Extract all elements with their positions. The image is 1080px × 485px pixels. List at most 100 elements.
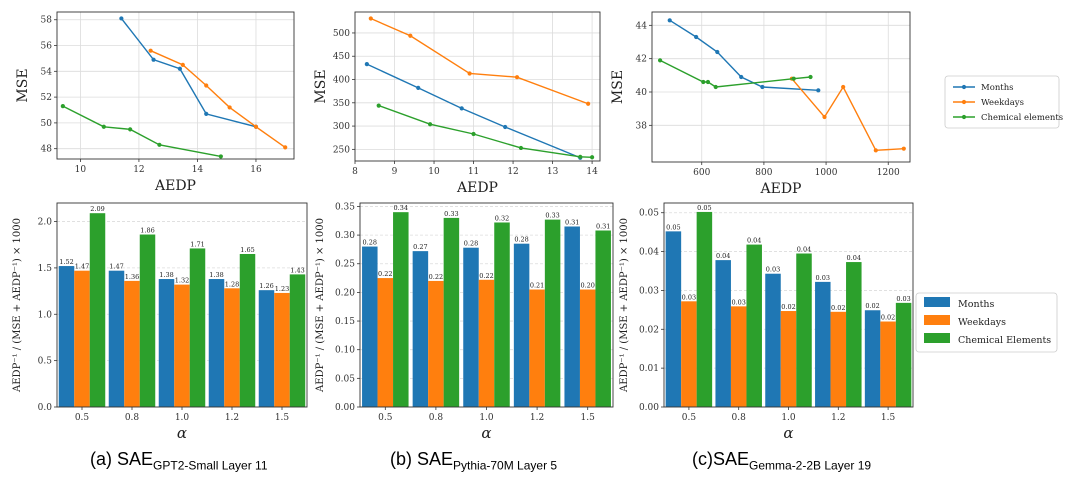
x-tick-label: 1200 bbox=[877, 168, 900, 178]
bar-value-label: 0.31 bbox=[596, 223, 610, 231]
y-tick-label: 52 bbox=[41, 93, 52, 103]
y-tick-label: 0.05 bbox=[335, 374, 355, 384]
bar-months bbox=[564, 226, 580, 407]
bar-value-label: 0.32 bbox=[495, 214, 509, 222]
bar-value-label: 1.52 bbox=[59, 258, 73, 266]
data-point bbox=[586, 101, 591, 106]
y-tick-label: 0.0 bbox=[38, 403, 53, 413]
bar-months bbox=[715, 260, 731, 407]
x-axis-label: α bbox=[177, 424, 187, 442]
bar-value-label: 0.05 bbox=[666, 223, 680, 231]
bar-chemical-elements bbox=[696, 211, 713, 407]
x-tick-label: 12 bbox=[133, 165, 144, 175]
caption-b: (b) SAEPythia-70M Layer 5 bbox=[390, 449, 558, 473]
bar-value-label: 0.05 bbox=[697, 204, 711, 212]
y-tick-label: 0.10 bbox=[335, 346, 355, 356]
data-point bbox=[667, 18, 672, 23]
x-tick-label: 1.2 bbox=[530, 413, 544, 423]
x-tick-label: 800 bbox=[755, 168, 772, 178]
bar-months bbox=[513, 243, 530, 407]
bar-value-label: 1.71 bbox=[190, 240, 204, 248]
axes-frame bbox=[56, 11, 295, 160]
data-point bbox=[657, 58, 663, 63]
caption-c: (c)SAEGemma-2-2B Layer 19 bbox=[692, 449, 872, 473]
data-point bbox=[503, 124, 508, 130]
x-tick-label: 13 bbox=[547, 167, 559, 177]
y-tick-label: 50 bbox=[41, 119, 53, 129]
data-point bbox=[713, 84, 718, 90]
bar-value-label: 0.04 bbox=[716, 252, 730, 260]
bar-legend-label: Weekdays bbox=[958, 317, 1006, 328]
y-tick-label: 0.20 bbox=[335, 288, 355, 298]
y-tick-label: 0.00 bbox=[335, 403, 355, 413]
series-line-months bbox=[120, 18, 257, 128]
x-tick-label: 14 bbox=[192, 165, 204, 175]
bar-value-label: 0.34 bbox=[394, 204, 408, 212]
x-tick-label: 1.0 bbox=[479, 413, 494, 423]
data-point bbox=[701, 79, 706, 85]
data-point bbox=[459, 106, 464, 111]
data-point bbox=[128, 127, 133, 132]
bar-value-label: 0.02 bbox=[831, 304, 845, 312]
data-point bbox=[694, 34, 699, 40]
data-point bbox=[518, 145, 524, 151]
bar-weekdays bbox=[377, 278, 394, 407]
bar-value-label: 1.23 bbox=[275, 285, 289, 293]
data-point bbox=[471, 131, 476, 137]
bar-legend-label: Months bbox=[958, 299, 995, 310]
bar-chemical-elements bbox=[544, 219, 561, 407]
bar-value-label: 0.22 bbox=[429, 273, 443, 281]
data-point bbox=[204, 83, 209, 88]
data-point bbox=[177, 66, 182, 71]
bar-weekdays bbox=[124, 280, 140, 407]
x-axis-label: α bbox=[481, 424, 491, 442]
x-tick-label: 1.2 bbox=[831, 413, 845, 423]
bar-value-label: 1.43 bbox=[290, 266, 304, 274]
y-axis-label: AEDP⁻¹ / (MSE + AEDP⁻¹) × 1000 bbox=[619, 218, 630, 393]
axes-frame bbox=[359, 202, 614, 408]
y-tick-label: 38 bbox=[636, 121, 648, 131]
y-tick-label: 0.02 bbox=[639, 325, 659, 335]
data-point bbox=[589, 155, 595, 160]
y-axis-label: AEDP⁻¹ / (MSE + AEDP⁻¹) × 1000 bbox=[315, 218, 326, 393]
bar-legend-label: Chemical Elements bbox=[958, 335, 1051, 346]
x-axis-label: AEDP bbox=[456, 180, 498, 196]
bar-weekdays bbox=[730, 306, 747, 407]
bar-value-label: 0.04 bbox=[847, 254, 861, 262]
y-tick-label: 42 bbox=[636, 55, 647, 65]
x-tick-label: 0.8 bbox=[429, 413, 444, 423]
data-point bbox=[715, 49, 720, 55]
bar-chemical-elements bbox=[846, 262, 862, 407]
y-tick-label: 400 bbox=[333, 76, 350, 86]
data-point bbox=[368, 16, 373, 21]
line-legend-label: Months bbox=[981, 83, 1014, 93]
bar-legend-frame bbox=[915, 292, 1058, 353]
bar-value-label: 0.04 bbox=[797, 246, 811, 254]
x-tick-label: 10 bbox=[75, 165, 87, 175]
bar-months bbox=[463, 247, 479, 407]
bar-weekdays bbox=[478, 279, 495, 407]
bar-chemical-elements bbox=[89, 213, 106, 407]
data-point bbox=[119, 16, 124, 21]
bar-value-label: 0.20 bbox=[580, 282, 594, 290]
data-point bbox=[873, 148, 878, 153]
bar-value-label: 0.02 bbox=[881, 314, 895, 322]
data-point bbox=[283, 145, 288, 150]
data-point bbox=[408, 33, 413, 38]
bar-legend-swatch bbox=[924, 333, 950, 343]
x-tick-label: 0.5 bbox=[682, 413, 697, 423]
bar-months bbox=[158, 279, 175, 407]
x-tick-label: 1.5 bbox=[881, 413, 896, 423]
data-point bbox=[791, 76, 796, 81]
y-tick-label: 0.25 bbox=[335, 260, 355, 270]
line-legend-marker bbox=[961, 84, 967, 90]
bar-weekdays bbox=[780, 311, 797, 407]
bar-value-label: 0.31 bbox=[565, 218, 579, 226]
bar-value-label: 0.28 bbox=[363, 239, 377, 247]
y-tick-label: 300 bbox=[333, 122, 350, 132]
bar-value-label: 1.32 bbox=[175, 277, 189, 285]
x-tick-label: 1000 bbox=[815, 168, 838, 178]
y-tick-label: 56 bbox=[41, 42, 53, 52]
bar-value-label: 0.27 bbox=[413, 243, 427, 251]
